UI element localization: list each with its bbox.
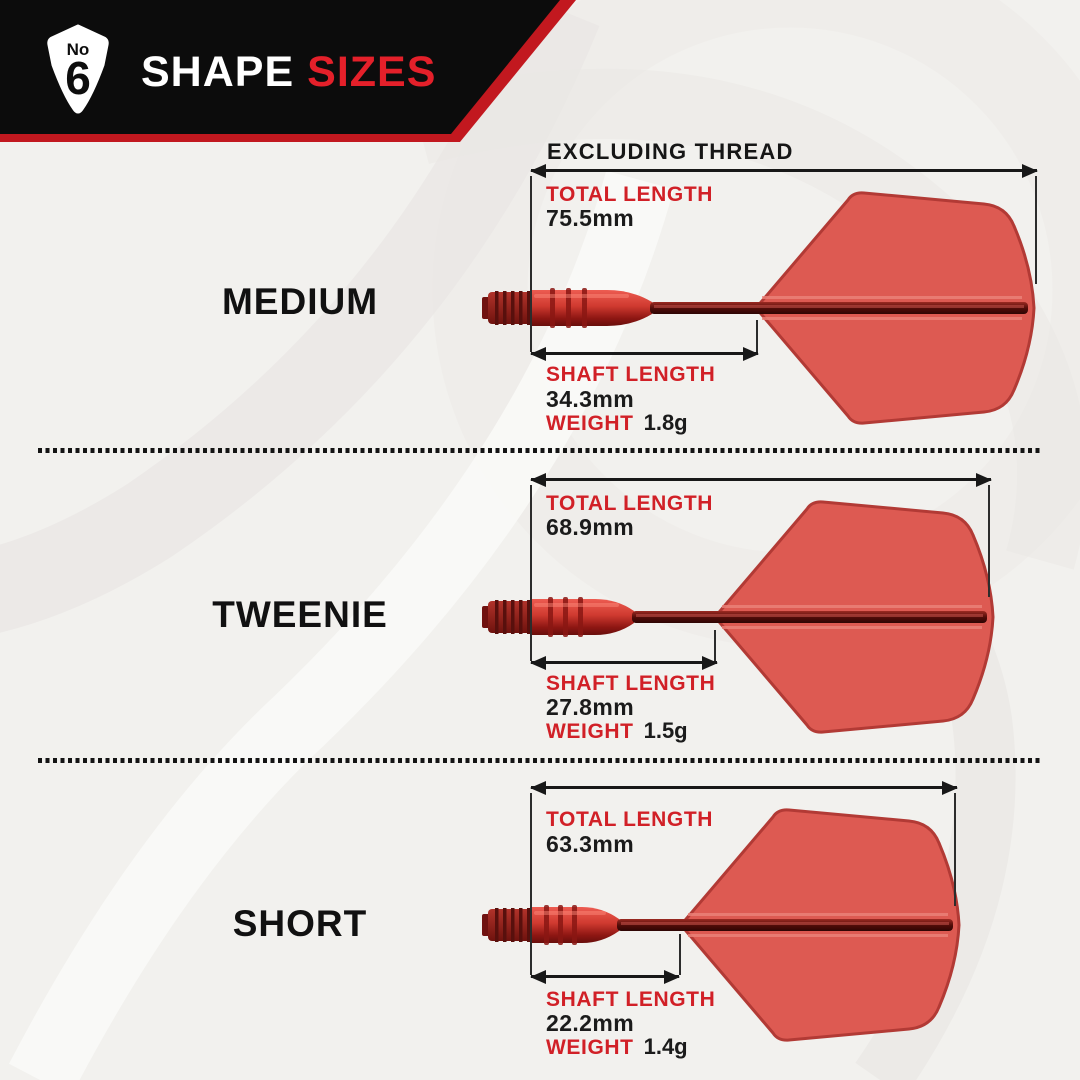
excluding-thread-note: EXCLUDING THREAD (547, 139, 794, 164)
total-length-value-short: 63.3mm (546, 831, 635, 857)
shaft-length-value-tweenie: 27.8mm (546, 694, 635, 720)
measure-line-left-medium (530, 176, 532, 352)
no6-flight-logo: No 6 (47, 24, 109, 114)
shaft-length-arrow-tweenie (530, 655, 718, 670)
page-title-primary: SHAPE (141, 48, 295, 96)
weight-label-short: WEIGHT (546, 1036, 634, 1059)
total-length-value-medium: 75.5mm (546, 205, 635, 231)
dotted-divider-1 (38, 448, 1042, 453)
size-name-tweenie: TWEENIE (212, 594, 388, 635)
weight-value-tweenie: 1.5g (643, 718, 688, 743)
measure-line-left-short (530, 793, 532, 975)
measure-line-right-short (954, 793, 956, 906)
shaft-length-label-tweenie: SHAFT LENGTH (546, 672, 716, 695)
shaft-length-label-medium: SHAFT LENGTH (546, 363, 716, 386)
total-length-arrow-short (530, 780, 958, 795)
dotted-divider-2 (38, 758, 1042, 763)
dart-image-tweenie (482, 500, 995, 734)
total-length-label-medium: TOTAL LENGTH (546, 183, 714, 206)
shaft-length-value-medium: 34.3mm (546, 386, 635, 412)
badge-no-label: No (67, 40, 90, 59)
dart-image-medium (482, 191, 1036, 425)
weight-label-medium: WEIGHT (546, 412, 634, 435)
measure-line-right-tweenie (988, 485, 990, 597)
badge-number: 6 (65, 52, 91, 104)
total-length-arrow-medium (530, 163, 1038, 178)
shaft-line-end-tweenie (714, 630, 716, 661)
shaft-length-value-short: 22.2mm (546, 1010, 635, 1036)
measure-line-left-tweenie (530, 485, 532, 661)
shaft-line-end-short (679, 934, 681, 975)
total-length-label-tweenie: TOTAL LENGTH (546, 492, 714, 515)
weight-row-medium: WEIGHT 1.8g (546, 410, 688, 436)
size-name-medium: MEDIUM (221, 281, 379, 322)
weight-value-medium: 1.8g (643, 410, 688, 435)
total-length-arrow-tweenie (530, 472, 992, 487)
shaft-length-arrow-short (530, 969, 680, 984)
weight-row-tweenie: WEIGHT 1.5g (546, 718, 688, 744)
shaft-line-end-medium (756, 320, 758, 352)
total-length-label-short: TOTAL LENGTH (546, 808, 714, 831)
dart-image-short (482, 808, 961, 1042)
size-name-short: SHORT (232, 903, 368, 944)
page-title-accent: SIZES (307, 48, 437, 96)
measure-line-right-medium (1035, 176, 1037, 284)
page-title: SHAPE SIZES (141, 48, 436, 97)
weight-label-tweenie: WEIGHT (546, 720, 634, 743)
total-length-value-tweenie: 68.9mm (546, 514, 635, 540)
weight-row-short: WEIGHT 1.4g (546, 1034, 688, 1060)
shaft-length-label-short: SHAFT LENGTH (546, 988, 716, 1011)
shaft-length-arrow-medium (530, 346, 759, 361)
weight-value-short: 1.4g (643, 1034, 688, 1059)
